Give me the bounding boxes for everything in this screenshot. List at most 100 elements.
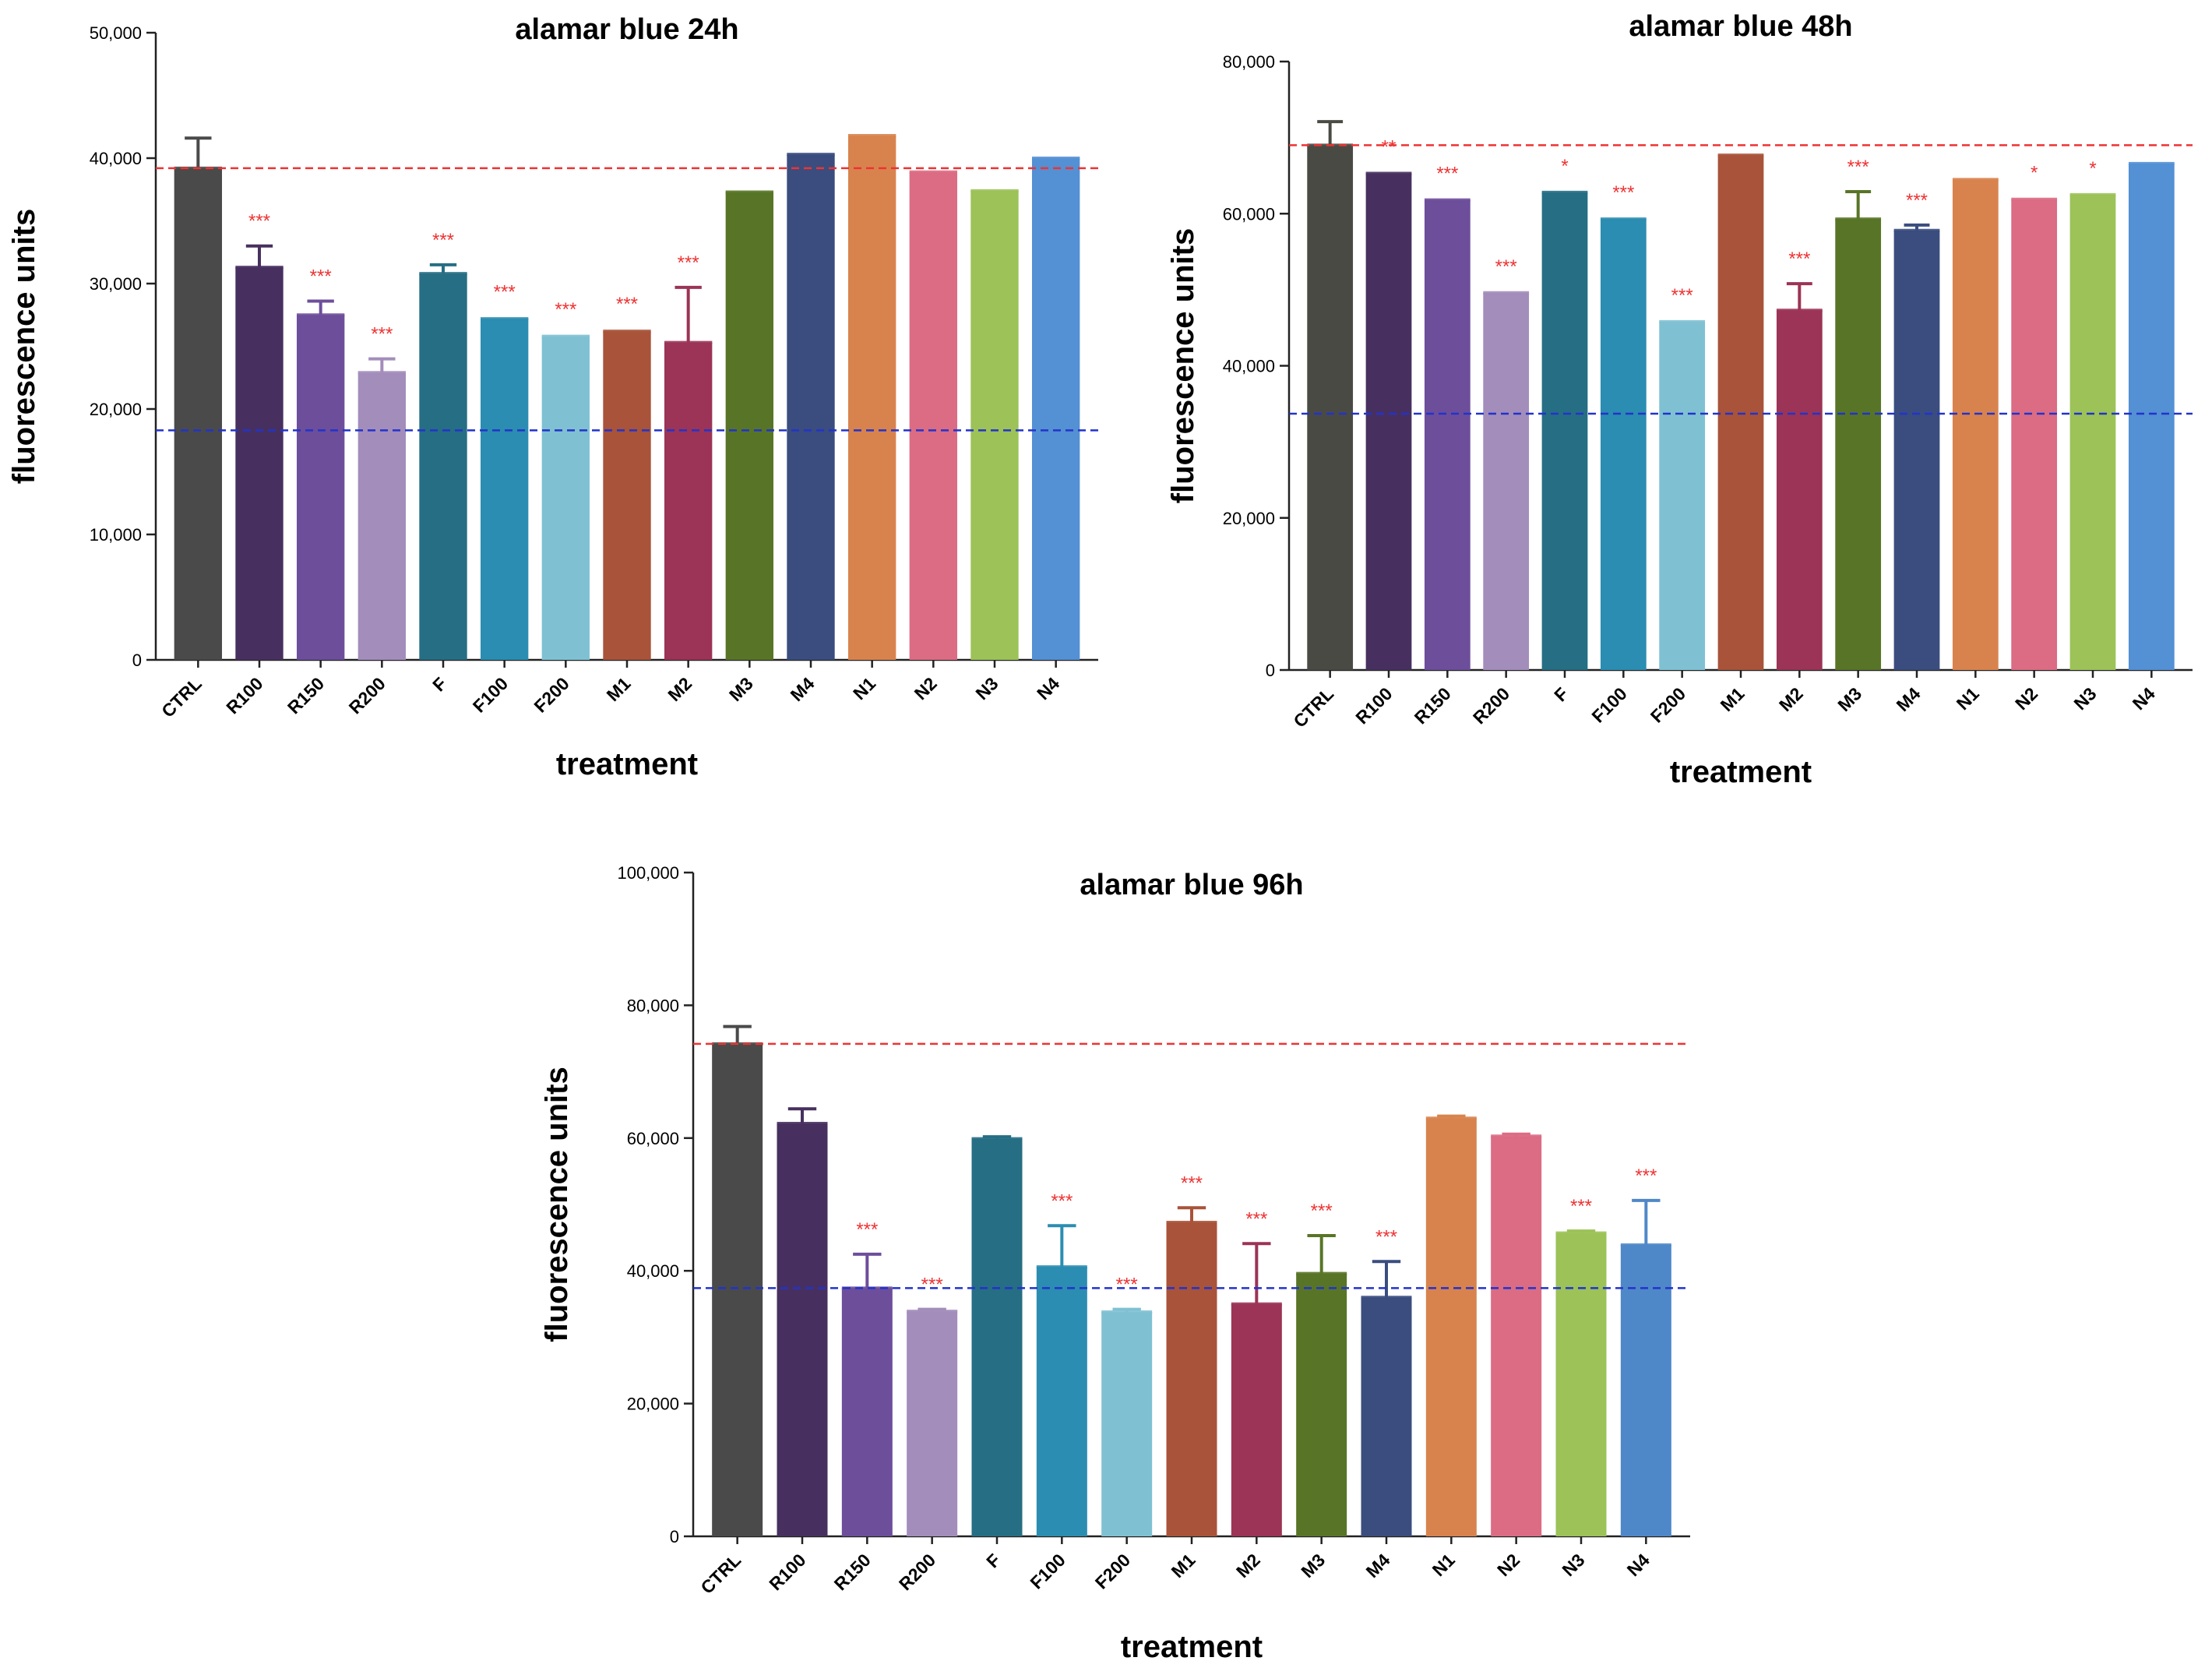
x-tick-label: M3 <box>1297 1550 1329 1582</box>
x-tick-label: R200 <box>1469 683 1513 728</box>
chart-title: alamar blue 24h <box>515 13 738 46</box>
significance-label: *** <box>371 324 393 345</box>
bar <box>1166 1222 1217 1536</box>
bar <box>1776 310 1823 670</box>
y-tick-label: 40,000 <box>90 149 142 168</box>
bar <box>1425 1118 1477 1536</box>
x-tick-label: M3 <box>1833 683 1865 715</box>
y-tick-label: 20,000 <box>627 1395 679 1414</box>
chart-title: alamar blue 96h <box>1080 869 1303 901</box>
significance-label: *** <box>1051 1190 1073 1211</box>
significance-label: *** <box>678 252 699 273</box>
y-tick-label: 10,000 <box>90 525 142 545</box>
significance-label: *** <box>1436 164 1458 185</box>
y-axis-label: fluorescence units <box>1166 228 1200 503</box>
x-tick-label: N1 <box>1428 1550 1459 1580</box>
x-tick-label: N2 <box>911 673 941 704</box>
chart-title: alamar blue 48h <box>1629 10 1852 43</box>
significance-label: *** <box>1671 285 1693 306</box>
y-axis-label: fluorescence units <box>540 1067 574 1342</box>
significance-label: * <box>2031 163 2038 184</box>
y-tick-label: 0 <box>132 651 142 670</box>
bar <box>1600 219 1647 670</box>
x-tick-label: R150 <box>1411 683 1455 728</box>
significance-label: * <box>1561 156 1568 177</box>
x-tick-label: N4 <box>2129 683 2159 714</box>
bar <box>1620 1244 1671 1536</box>
y-tick-label: 80,000 <box>627 996 679 1015</box>
x-tick-label: R200 <box>345 673 389 718</box>
bar <box>235 267 284 660</box>
x-tick-label: N1 <box>1953 683 1983 714</box>
significance-label: *** <box>1906 190 1928 211</box>
x-tick-label: M2 <box>1232 1550 1264 1582</box>
bar <box>777 1123 828 1536</box>
y-tick-label: 60,000 <box>627 1129 679 1148</box>
bar <box>664 342 713 660</box>
significance-label: *** <box>1116 1275 1138 1296</box>
bar <box>970 190 1019 661</box>
x-tick-label: F100 <box>469 673 512 716</box>
y-tick-label: 0 <box>670 1527 679 1546</box>
y-tick-label: 0 <box>1266 661 1275 680</box>
x-tick-label: F <box>982 1550 1004 1571</box>
significance-label: *** <box>432 230 454 251</box>
significance-label: *** <box>1635 1165 1657 1187</box>
bar <box>419 273 467 660</box>
bar <box>1483 292 1530 670</box>
bar <box>2069 194 2116 670</box>
bar <box>2128 163 2175 670</box>
x-tick-label: F200 <box>530 673 572 716</box>
significance-label: *** <box>1788 249 1810 270</box>
x-tick-label: F100 <box>1587 683 1630 726</box>
x-tick-label: F200 <box>1647 683 1689 726</box>
bar <box>1031 158 1080 660</box>
bar <box>2011 199 2058 671</box>
x-tick-label: M3 <box>725 673 757 705</box>
x-tick-label: M4 <box>787 673 819 705</box>
bar <box>1659 321 1706 670</box>
significance-label: *** <box>310 266 332 287</box>
significance-label: *** <box>1570 1196 1592 1217</box>
chart-panel-2: alamar blue 48h 0 20,000 40,000 60,000 80,000… <box>1166 10 2193 789</box>
x-tick-label: F200 <box>1091 1550 1134 1592</box>
x-tick-label: M1 <box>1168 1550 1199 1582</box>
bar <box>1491 1136 1542 1536</box>
bar <box>712 1043 763 1536</box>
significance-label: *** <box>1245 1208 1267 1229</box>
x-tick-label: F100 <box>1026 1550 1069 1592</box>
x-tick-label: N3 <box>1558 1550 1588 1580</box>
x-tick-label: R100 <box>1351 683 1396 728</box>
y-tick-label: 100,000 <box>617 863 679 883</box>
x-tick-label: N1 <box>849 673 879 704</box>
x-tick-label: R100 <box>765 1550 809 1594</box>
bar <box>603 331 651 660</box>
significance-label: *** <box>248 211 270 232</box>
x-tick-label: M1 <box>1717 683 1749 715</box>
x-tick-label: R150 <box>830 1550 875 1594</box>
x-tick-label: N2 <box>1493 1550 1523 1580</box>
y-tick-label: 40,000 <box>627 1261 679 1281</box>
bar <box>725 192 774 661</box>
bar <box>1036 1267 1087 1536</box>
significance-label: *** <box>1311 1201 1333 1222</box>
significance-label: *** <box>494 282 516 303</box>
significance-label: *** <box>921 1275 943 1296</box>
bar <box>1555 1232 1607 1536</box>
x-tick-label: M4 <box>1893 683 1925 715</box>
y-tick-label: 40,000 <box>1223 357 1275 376</box>
significance-label: *** <box>1495 256 1517 277</box>
x-tick-label: M4 <box>1362 1550 1394 1582</box>
bar <box>174 168 223 660</box>
x-tick-label: F <box>1550 683 1572 705</box>
x-tick-label: M1 <box>603 673 635 705</box>
significance-label: *** <box>616 294 638 315</box>
x-tick-label: N4 <box>1033 673 1063 704</box>
x-tick-label: R200 <box>895 1550 939 1594</box>
x-tick-label: F <box>428 673 450 695</box>
significance-label: *** <box>1612 182 1634 203</box>
significance-label: *** <box>1375 1226 1397 1247</box>
significance-label: *** <box>555 299 576 320</box>
y-tick-label: 20,000 <box>1223 509 1275 528</box>
